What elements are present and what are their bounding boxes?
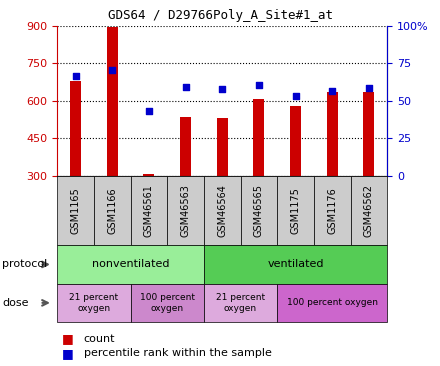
Bar: [70, 81, 81, 176]
Bar: [180, 117, 191, 176]
Text: protocol: protocol: [2, 259, 48, 269]
Text: 21 percent
oxygen: 21 percent oxygen: [216, 293, 265, 313]
Text: GSM1175: GSM1175: [290, 187, 301, 234]
Text: count: count: [84, 333, 115, 344]
Text: ventilated: ventilated: [267, 259, 324, 269]
Point: [145, 108, 152, 113]
Text: GSM1166: GSM1166: [107, 187, 117, 234]
Point: [219, 86, 226, 92]
Bar: [253, 99, 264, 176]
Text: 100 percent
oxygen: 100 percent oxygen: [140, 293, 194, 313]
Text: 21 percent
oxygen: 21 percent oxygen: [70, 293, 118, 313]
Point: [292, 93, 299, 99]
Bar: [107, 27, 118, 176]
Text: percentile rank within the sample: percentile rank within the sample: [84, 348, 271, 358]
Text: GSM1165: GSM1165: [70, 187, 81, 234]
Point: [109, 67, 116, 73]
Bar: [143, 174, 154, 176]
Text: GSM46563: GSM46563: [180, 184, 191, 237]
Text: GSM46562: GSM46562: [364, 184, 374, 237]
Point: [329, 88, 336, 94]
Text: ■: ■: [62, 332, 73, 345]
Text: GSM46564: GSM46564: [217, 184, 227, 237]
Text: nonventilated: nonventilated: [92, 259, 169, 269]
Text: GDS64 / D29766Poly_A_Site#1_at: GDS64 / D29766Poly_A_Site#1_at: [107, 9, 333, 22]
Bar: [363, 92, 374, 176]
Text: 100 percent oxygen: 100 percent oxygen: [287, 298, 378, 307]
Point: [72, 73, 79, 79]
Point: [255, 82, 262, 88]
Bar: [327, 92, 338, 176]
Point: [365, 85, 372, 90]
Text: GSM1176: GSM1176: [327, 187, 337, 234]
Text: GSM46565: GSM46565: [254, 184, 264, 237]
Point: [182, 84, 189, 90]
Bar: [217, 118, 228, 176]
Bar: [290, 106, 301, 176]
Text: ■: ■: [62, 347, 73, 360]
Text: GSM46561: GSM46561: [144, 184, 154, 237]
Text: dose: dose: [2, 298, 29, 308]
